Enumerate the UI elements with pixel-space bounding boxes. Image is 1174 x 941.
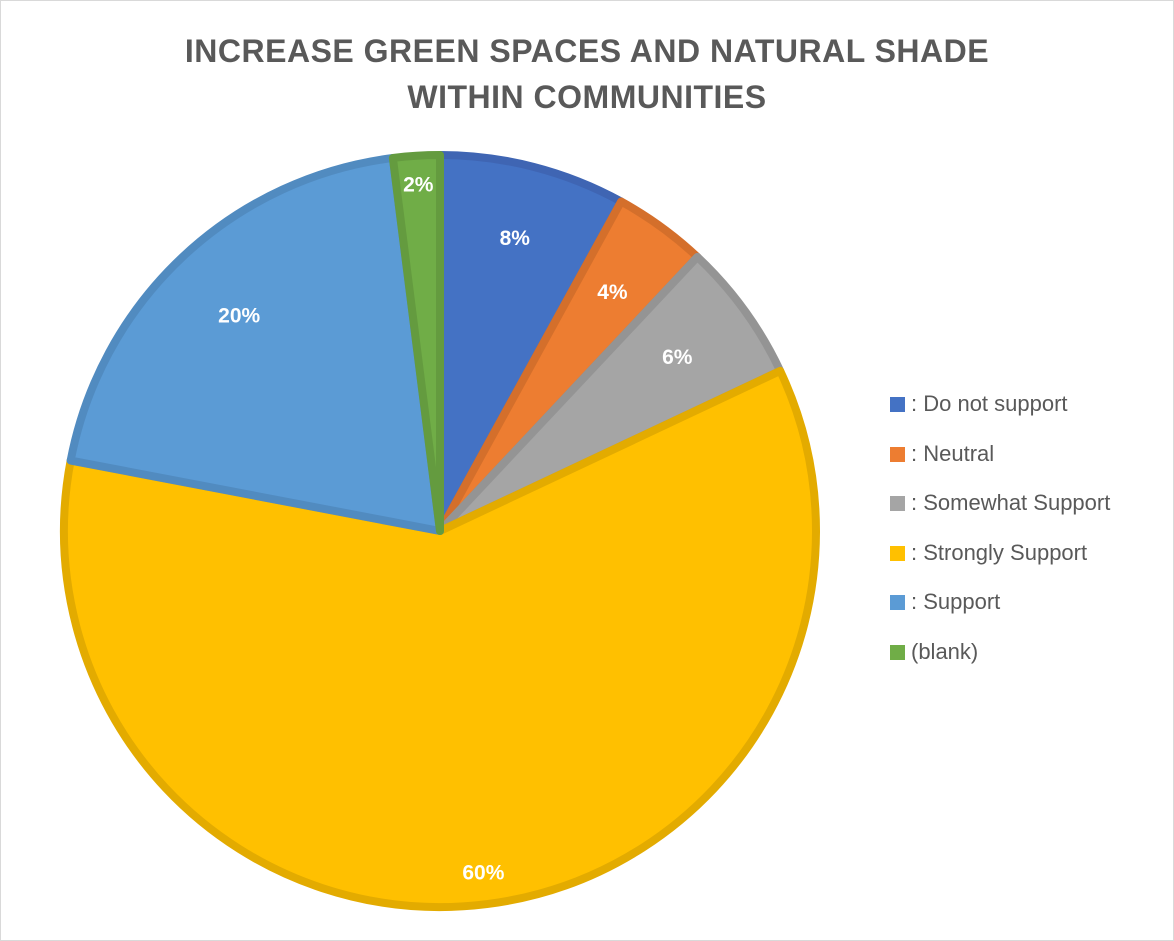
data-label-blank: 2% xyxy=(403,173,434,196)
legend-item-neutral: : Neutral xyxy=(890,434,1110,484)
legend-swatch-blank xyxy=(890,644,905,660)
legend-item-support: : Support xyxy=(890,582,1110,632)
legend-label-do-not-support: : Do not support xyxy=(911,391,1068,416)
legend-swatch-strongly-support xyxy=(890,545,905,561)
data-label-do-not-support: 8% xyxy=(500,227,531,250)
legend-label-somewhat-support: : Somewhat Support xyxy=(911,490,1111,515)
legend-swatch-neutral xyxy=(890,446,905,462)
chart-title: INCREASE GREEN SPACES AND NATURAL SHADE … xyxy=(0,28,1174,120)
data-label-neutral: 4% xyxy=(597,281,628,304)
legend-label-neutral: : Neutral xyxy=(911,440,995,466)
legend-swatch-support xyxy=(890,595,905,610)
legend-swatch-somewhat-support xyxy=(890,496,905,511)
chart-legend: : Do not support : Neutral : Somewhat Su… xyxy=(890,384,1110,681)
chart-title-line-2: WITHIN COMMUNITIES xyxy=(407,79,767,115)
pie-slice-strongly-support xyxy=(60,366,820,912)
legend-item-somewhat-support: : Somewhat Support xyxy=(890,483,1110,533)
pie-slice-support xyxy=(66,153,444,535)
legend-swatch-do-not-support xyxy=(890,397,905,412)
data-label-support: 20% xyxy=(218,305,260,328)
chart-title-line-1: INCREASE GREEN SPACES AND NATURAL SHADE xyxy=(184,33,990,69)
legend-item-do-not-support: : Do not support xyxy=(890,384,1110,434)
data-label-strongly-support: 60% xyxy=(462,862,504,885)
pie-slice-blank xyxy=(388,150,444,535)
legend-item-blank: (blank) xyxy=(890,632,1110,682)
pie-slice-do-not-support xyxy=(436,151,626,535)
legend-item-strongly-support: : Strongly Support xyxy=(890,533,1110,583)
legend-label-blank: (blank) xyxy=(911,638,979,664)
data-label-somewhat-support: 6% xyxy=(662,346,693,369)
legend-label-support: : Support xyxy=(911,589,1001,614)
legend-label-strongly-support: : Strongly Support xyxy=(911,539,1088,565)
